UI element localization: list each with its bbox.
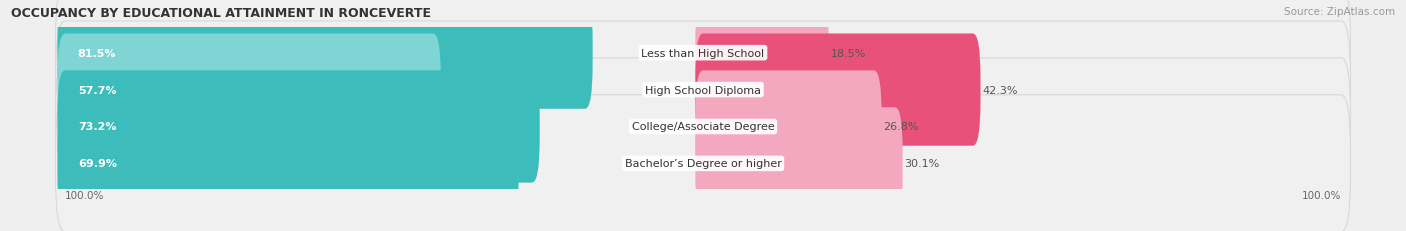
Text: 18.5%: 18.5% [831, 49, 866, 58]
FancyBboxPatch shape [696, 0, 828, 109]
Text: 100.0%: 100.0% [1302, 190, 1341, 200]
FancyBboxPatch shape [58, 108, 519, 219]
Text: 57.7%: 57.7% [77, 85, 117, 95]
FancyBboxPatch shape [58, 71, 540, 183]
Text: OCCUPANCY BY EDUCATIONAL ATTAINMENT IN RONCEVERTE: OCCUPANCY BY EDUCATIONAL ATTAINMENT IN R… [11, 7, 432, 20]
Text: 100.0%: 100.0% [65, 190, 104, 200]
Text: College/Associate Degree: College/Associate Degree [631, 122, 775, 132]
Text: Source: ZipAtlas.com: Source: ZipAtlas.com [1284, 7, 1395, 17]
FancyBboxPatch shape [696, 108, 903, 219]
FancyBboxPatch shape [55, 22, 1351, 158]
Text: Less than High School: Less than High School [641, 49, 765, 58]
FancyBboxPatch shape [55, 0, 1351, 122]
Text: 42.3%: 42.3% [983, 85, 1018, 95]
Text: Bachelor’s Degree or higher: Bachelor’s Degree or higher [624, 159, 782, 169]
FancyBboxPatch shape [58, 34, 441, 146]
FancyBboxPatch shape [58, 0, 593, 109]
Text: 73.2%: 73.2% [77, 122, 117, 132]
FancyBboxPatch shape [696, 34, 980, 146]
Text: 81.5%: 81.5% [77, 49, 117, 58]
Text: 30.1%: 30.1% [904, 159, 939, 169]
FancyBboxPatch shape [55, 95, 1351, 231]
Text: 26.8%: 26.8% [883, 122, 920, 132]
FancyBboxPatch shape [55, 59, 1351, 195]
Text: High School Diploma: High School Diploma [645, 85, 761, 95]
FancyBboxPatch shape [696, 71, 882, 183]
Text: 69.9%: 69.9% [77, 159, 117, 169]
